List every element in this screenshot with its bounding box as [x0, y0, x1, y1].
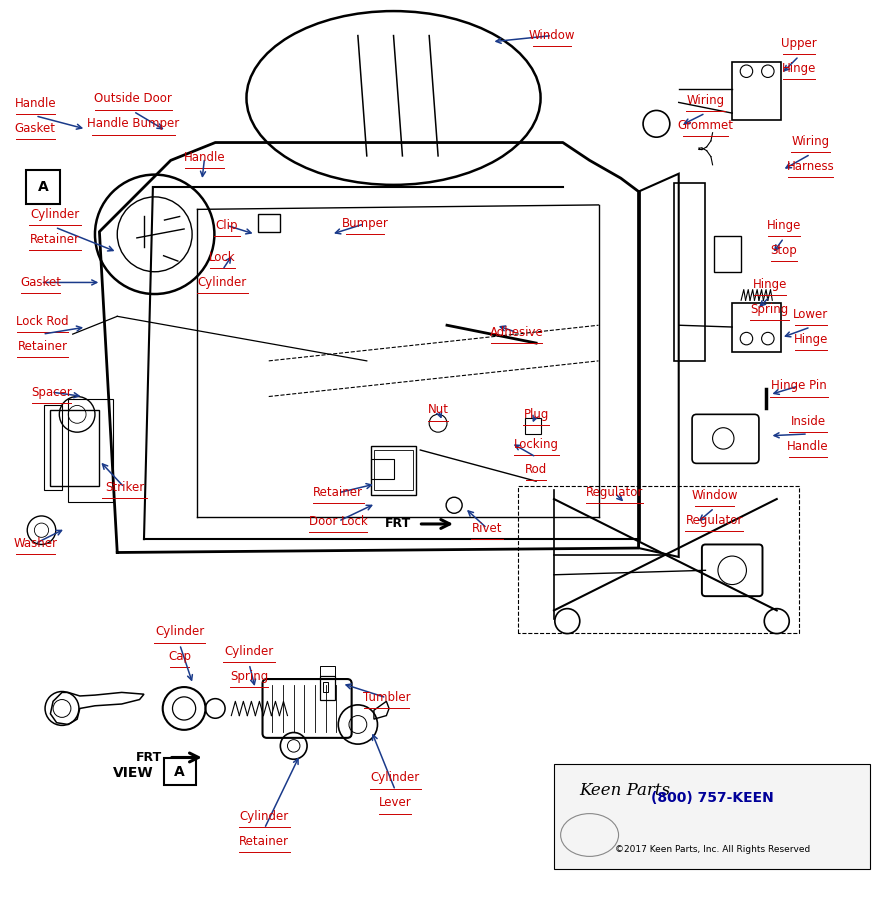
Bar — [164, 759, 196, 785]
Text: Lever: Lever — [379, 796, 411, 809]
Bar — [50, 410, 99, 486]
Text: Cap: Cap — [168, 651, 191, 663]
Bar — [732, 303, 781, 352]
Text: Handle: Handle — [787, 440, 829, 453]
Bar — [26, 170, 60, 204]
Bar — [554, 764, 871, 868]
Text: Spring: Spring — [230, 670, 268, 683]
Bar — [371, 446, 416, 495]
Bar — [732, 62, 781, 121]
Text: Keen Parts: Keen Parts — [579, 782, 670, 799]
Text: Regulator: Regulator — [586, 486, 644, 500]
Text: Grommet: Grommet — [678, 119, 733, 132]
Text: Adhesive: Adhesive — [490, 326, 544, 339]
Bar — [68, 400, 113, 501]
Text: Gasket: Gasket — [15, 122, 55, 135]
Text: Door Lock: Door Lock — [309, 515, 367, 527]
Bar — [323, 681, 327, 692]
Text: Cylinder: Cylinder — [30, 208, 80, 221]
Bar — [714, 236, 741, 272]
Text: Retainer: Retainer — [313, 486, 363, 500]
Text: Lower: Lower — [793, 308, 828, 321]
Text: Striker: Striker — [105, 481, 144, 494]
Text: Outside Door: Outside Door — [95, 93, 173, 105]
Text: Spacer: Spacer — [31, 385, 72, 399]
Text: Hinge: Hinge — [782, 62, 816, 75]
Text: (800) 757-KEEN: (800) 757-KEEN — [651, 790, 774, 805]
Bar — [674, 183, 705, 361]
Text: Hinge: Hinge — [767, 219, 801, 232]
Text: Window: Window — [529, 29, 576, 42]
Bar — [320, 666, 334, 679]
Text: Nut: Nut — [427, 403, 449, 417]
Text: Inside: Inside — [790, 415, 825, 428]
Text: Lock: Lock — [209, 251, 236, 264]
Text: Cylinder: Cylinder — [155, 626, 204, 638]
Text: Hinge: Hinge — [794, 333, 828, 346]
Bar — [526, 418, 542, 434]
Text: Clip: Clip — [215, 219, 238, 232]
Text: Hinge: Hinge — [753, 278, 787, 291]
Text: Cylinder: Cylinder — [198, 276, 247, 289]
Text: Wiring: Wiring — [687, 94, 724, 107]
Text: Handle: Handle — [184, 151, 225, 164]
Text: Cylinder: Cylinder — [371, 771, 420, 785]
Text: Washer: Washer — [13, 537, 57, 550]
Text: Upper: Upper — [781, 37, 817, 50]
Text: Rivet: Rivet — [472, 522, 502, 535]
Text: Hinge Pin: Hinge Pin — [772, 379, 827, 392]
Text: Lock Rod: Lock Rod — [16, 315, 69, 328]
Bar — [44, 405, 62, 490]
Text: VIEW: VIEW — [113, 766, 154, 779]
Text: Handle Bumper: Handle Bumper — [87, 117, 180, 130]
Bar — [371, 459, 393, 479]
Text: Retainer: Retainer — [240, 834, 290, 848]
Text: Gasket: Gasket — [20, 276, 61, 289]
Text: Handle: Handle — [14, 97, 56, 110]
Text: Regulator: Regulator — [686, 514, 743, 526]
Text: Wiring: Wiring — [791, 135, 830, 148]
Text: FRT: FRT — [385, 518, 411, 530]
Text: Bumper: Bumper — [342, 217, 389, 230]
Text: ©2017 Keen Parts, Inc. All Rights Reserved: ©2017 Keen Parts, Inc. All Rights Reserv… — [615, 845, 810, 854]
Text: Cylinder: Cylinder — [240, 810, 289, 823]
Text: Window: Window — [691, 489, 738, 502]
Bar — [320, 677, 334, 699]
Text: A: A — [38, 180, 48, 194]
Bar — [258, 214, 281, 231]
Text: Stop: Stop — [771, 244, 797, 256]
Text: A: A — [174, 765, 185, 778]
Text: Harness: Harness — [787, 160, 834, 173]
Text: FRT: FRT — [136, 751, 162, 764]
Text: Retainer: Retainer — [30, 233, 80, 247]
Bar — [374, 450, 413, 491]
Text: Cylinder: Cylinder — [224, 645, 274, 658]
Text: Rod: Rod — [525, 464, 547, 476]
Text: Plug: Plug — [523, 408, 549, 421]
Text: Retainer: Retainer — [17, 340, 67, 353]
Text: Tumbler: Tumbler — [363, 691, 410, 705]
Text: Locking: Locking — [514, 438, 559, 451]
Text: Spring: Spring — [750, 302, 789, 316]
